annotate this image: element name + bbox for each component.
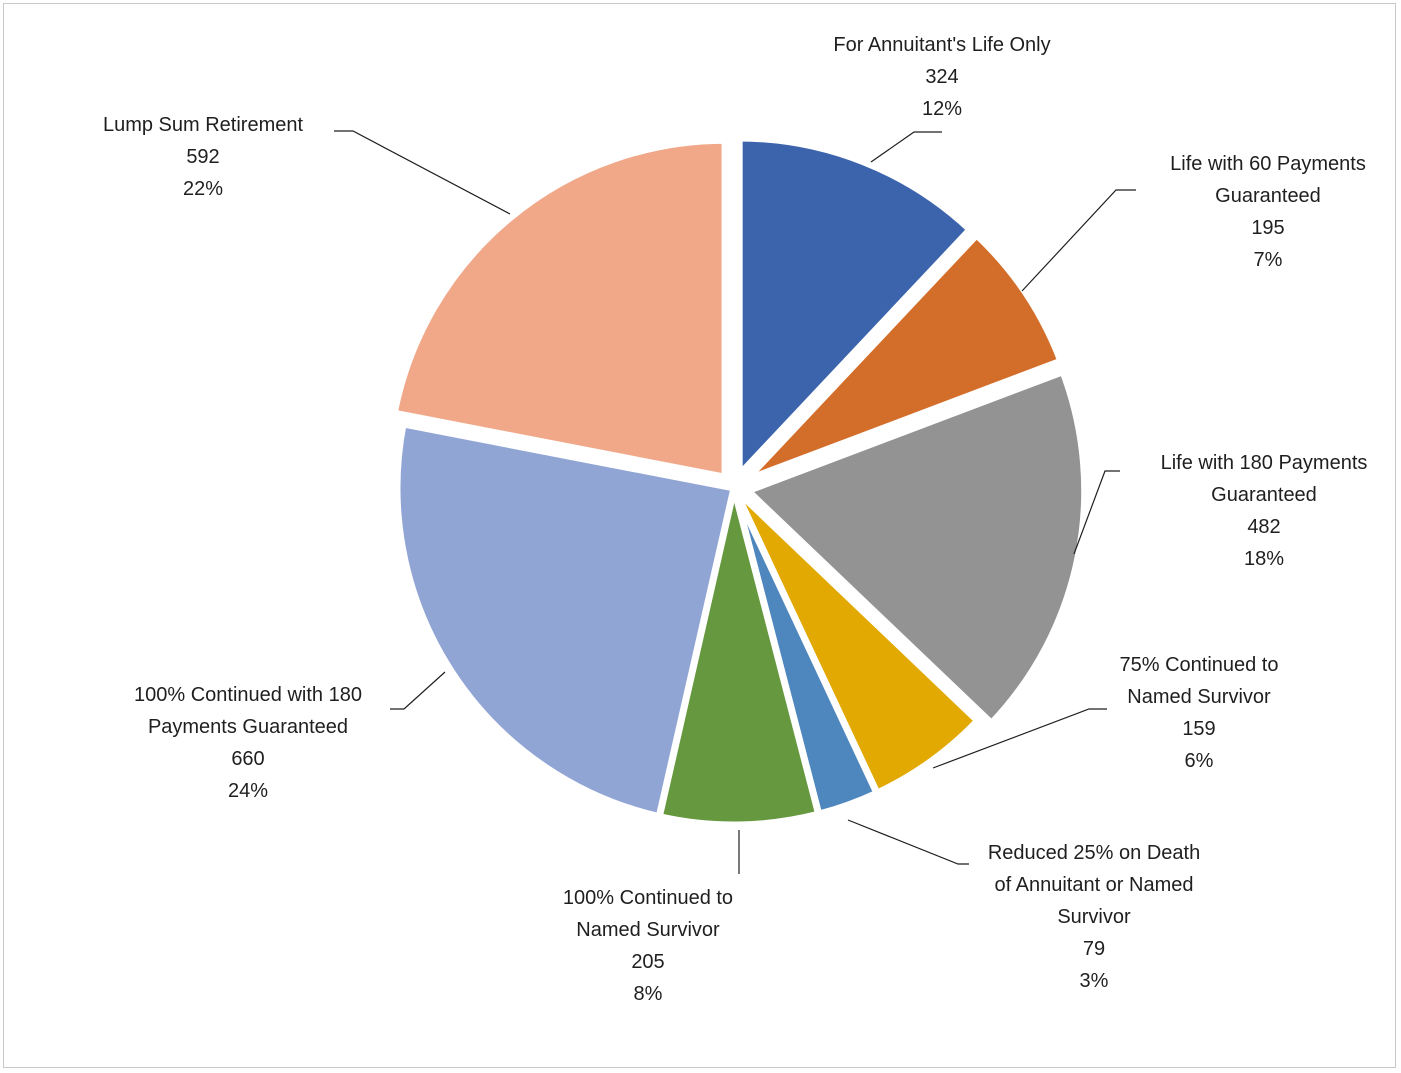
data-label-category: Named Survivor: [1127, 686, 1271, 708]
data-label-category: 100% Continued to: [563, 887, 733, 909]
data-label-category: Named Survivor: [576, 919, 720, 941]
chart-area: For Annuitant's Life Only 324 12% Life with…: [3, 3, 1396, 1068]
pie-slice-for-annuitant-s-life-only: [735, 134, 976, 484]
pie-slice-life-with-60-payments-guaranteed: [743, 229, 1066, 484]
data-label-percent: 7%: [1254, 249, 1283, 271]
data-label-for-annuitant-s-life-only: For Annuitant's Life Only 324 12%: [833, 34, 1050, 120]
leader-line-for-annuitant-s-life-only: [870, 131, 942, 163]
data-label-lump-sum-retirement: Lump Sum Retirement 592 22%: [103, 114, 304, 200]
data-label-category: Life with 180 Payments: [1161, 452, 1368, 474]
pie-chart: For Annuitant's Life Only 324 12% Life with…: [103, 34, 1368, 1005]
data-label-value: 205: [631, 951, 664, 973]
leader-line-100pct-continued-with-180-payments-guaranteed: [390, 671, 446, 710]
data-label-percent: 12%: [922, 98, 962, 120]
data-label-life-with-180-payments-guaranteed: Life with 180 Payments Guaranteed 482 18%: [1161, 452, 1368, 570]
data-label-category: Life with 60 Payments: [1170, 153, 1366, 175]
data-label-value: 79: [1083, 938, 1105, 960]
leader-line-lump-sum-retirement: [334, 130, 511, 215]
data-label-category: Guaranteed: [1215, 185, 1321, 207]
pie-slice-100pct-continued-with-180-payments-guaranteed: [393, 419, 739, 821]
data-label-value: 324: [925, 66, 958, 88]
data-label-100pct-continued-with-180-payments-guaranteed: 100% Continued with 180 Payments Guarante…: [134, 684, 362, 802]
data-label-category: Lump Sum Retirement: [103, 114, 304, 136]
leader-line-75pct-continued-to-named-survivor: [932, 708, 1107, 769]
data-label-reduced-25pct-on-death-of-annuitant-or-named-survivor: Reduced 25% on Death of Annuitant or Name…: [988, 842, 1200, 992]
pie-slice-life-with-180-payments-guaranteed: [741, 367, 1089, 729]
leader-line-life-with-180-payments-guaranteed: [1073, 470, 1120, 555]
data-label-value: 592: [186, 146, 219, 168]
data-label-percent: 8%: [634, 983, 663, 1005]
leader-line-reduced-25pct-on-death-of-annuitant-or-named-survivor: [847, 819, 969, 865]
data-label-category: 100% Continued with 180: [134, 684, 362, 706]
pie-slice-100pct-continued-to-named-survivor: [655, 487, 823, 829]
data-label-percent: 3%: [1080, 970, 1109, 992]
data-label-category: Guaranteed: [1211, 484, 1317, 506]
data-label-percent: 24%: [228, 780, 268, 802]
data-label-category: Payments Guaranteed: [148, 716, 348, 738]
data-label-value: 660: [231, 748, 264, 770]
pie-slice-lump-sum-retirement: [390, 136, 729, 482]
leader-line-life-with-60-payments-guaranteed: [1021, 189, 1136, 292]
data-label-category: Reduced 25% on Death: [988, 842, 1200, 864]
data-label-100pct-continued-to-named-survivor: 100% Continued to Named Survivor 205 8%: [563, 887, 733, 1005]
data-label-life-with-60-payments-guaranteed: Life with 60 Payments Guaranteed 195 7%: [1170, 153, 1366, 271]
data-label-percent: 22%: [183, 178, 223, 200]
data-label-category: For Annuitant's Life Only: [833, 34, 1050, 56]
data-label-value: 482: [1247, 516, 1280, 538]
data-label-category: 75% Continued to: [1119, 654, 1278, 676]
data-label-percent: 6%: [1185, 750, 1214, 772]
data-label-category: of Annuitant or Named: [994, 874, 1193, 896]
data-label-value: 159: [1182, 718, 1215, 740]
data-label-value: 195: [1251, 217, 1284, 239]
data-label-category: Survivor: [1057, 906, 1131, 928]
data-label-75pct-continued-to-named-survivor: 75% Continued to Named Survivor 159 6%: [1119, 654, 1278, 772]
data-label-percent: 18%: [1244, 548, 1284, 570]
